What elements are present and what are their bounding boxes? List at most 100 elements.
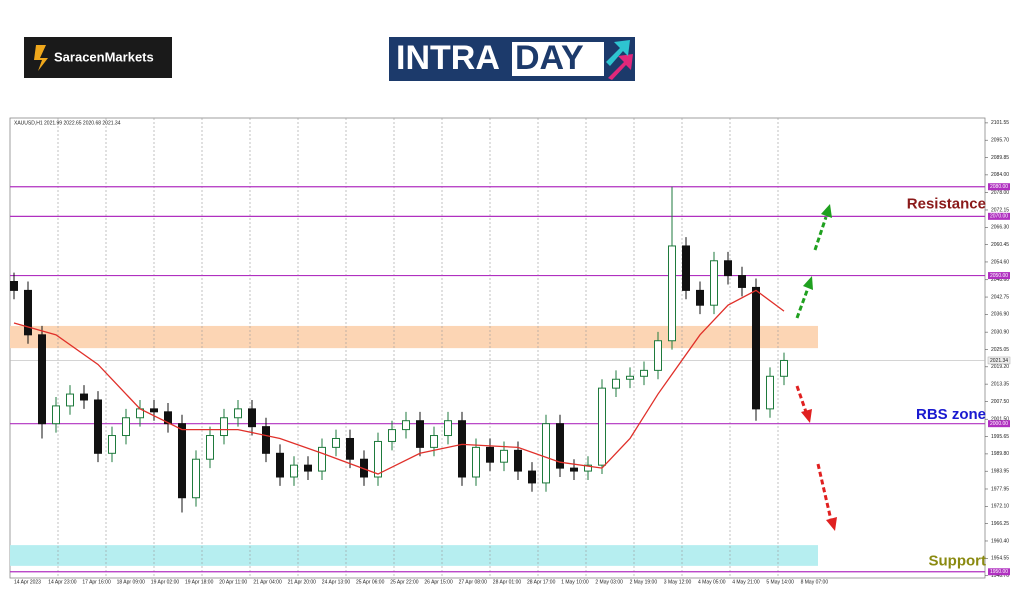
x-tick-label: 28 Apr 01:00 <box>493 579 522 585</box>
candle-body <box>696 289 704 306</box>
annotation: RBS zone <box>916 406 986 423</box>
x-tick-label: 4 May 05:00 <box>698 579 726 585</box>
candle-body <box>332 437 340 448</box>
arrow <box>795 287 810 319</box>
x-tick-label: 18 Apr 09:00 <box>117 579 146 585</box>
brand-logo <box>24 37 172 78</box>
candle-body <box>206 435 214 460</box>
candle-body <box>164 411 172 425</box>
candle-body <box>290 464 298 478</box>
level-tag <box>988 212 1010 220</box>
x-tick-label: 2 May 03:00 <box>595 579 623 585</box>
candle-body <box>542 423 550 484</box>
candle-body <box>500 449 508 463</box>
y-tick-label: 2066.30 <box>991 225 1009 231</box>
candle-body <box>38 334 46 425</box>
x-tick-label: 17 Apr 16:00 <box>82 579 111 585</box>
x-tick-label: 20 Apr 11:00 <box>219 579 247 585</box>
y-tick-label: 2019.20 <box>991 364 1009 370</box>
level-tag <box>988 183 1010 191</box>
y-tick-label: 1966.25 <box>991 521 1009 527</box>
level-label: 1950.00 <box>990 569 1008 575</box>
x-tick-label: 25 Apr 06:00 <box>356 579 385 585</box>
banner-arrow <box>606 40 630 66</box>
candle-body <box>94 399 102 454</box>
x-tick-label: 24 Apr 13:00 <box>322 579 351 585</box>
x-tick-label: 21 Apr 04:00 <box>253 579 282 585</box>
current-tag <box>987 356 1011 365</box>
candle-body <box>220 417 228 437</box>
y-tick-label: 2095.70 <box>991 138 1009 144</box>
banner-box <box>512 42 604 76</box>
y-tick-label: 2048.60 <box>991 277 1009 283</box>
candle-body <box>738 275 746 288</box>
y-tick-label: 2084.00 <box>991 172 1009 178</box>
candle-body <box>626 375 634 380</box>
chart-header: XAUUSD,H1 2021.99 2022.65 2020.68 2021.3… <box>14 120 121 126</box>
x-tick-label: 14 Apr 23:00 <box>48 579 77 585</box>
y-tick-label: 2042.75 <box>991 294 1009 300</box>
x-tick-label: 4 May 21:00 <box>732 579 760 585</box>
candle-body <box>248 408 256 428</box>
candle-body <box>682 245 690 291</box>
candle-body <box>486 446 494 463</box>
candle-body <box>710 260 718 306</box>
candle-body <box>108 435 116 454</box>
candle-body <box>388 429 396 442</box>
candle-body <box>668 245 676 342</box>
y-tick-label: 1995.65 <box>991 434 1009 440</box>
level-label: 2000.00 <box>990 421 1008 427</box>
candle-body <box>584 464 592 472</box>
candle-body <box>444 420 452 437</box>
candle-body <box>66 393 74 407</box>
y-tick-label: 2101.55 <box>991 120 1009 126</box>
y-tick-label: 2025.05 <box>991 347 1009 353</box>
candle-body <box>304 464 312 472</box>
x-tick-label: 19 Apr 18:00 <box>185 579 214 585</box>
candle-body <box>178 423 186 499</box>
y-tick-label: 2030.90 <box>991 329 1009 335</box>
x-tick-label: 5 May 14:00 <box>766 579 794 585</box>
candle-body <box>724 260 732 277</box>
candle-body <box>556 423 564 469</box>
y-tick-label: 1954.55 <box>991 556 1009 562</box>
x-tick-label: 8 May 07:00 <box>801 579 829 585</box>
level-label: 2080.00 <box>990 184 1008 190</box>
x-tick-label: 14 Apr 2023 <box>14 579 41 585</box>
candle-body <box>514 449 522 472</box>
candle-body <box>234 408 242 419</box>
candle-body <box>192 458 200 499</box>
candle-body <box>612 378 620 389</box>
arrow <box>816 463 833 521</box>
arrowhead <box>803 276 813 290</box>
y-tick-label: 2036.90 <box>991 312 1009 318</box>
banner-right: DAY <box>515 39 584 77</box>
x-tick-label: 1 May 10:00 <box>561 579 589 585</box>
x-tick-label: 27 Apr 08:00 <box>459 579 488 585</box>
y-tick-label: 2089.85 <box>991 155 1009 161</box>
annotation: Resistance <box>907 195 986 212</box>
level-tag <box>988 272 1010 280</box>
candle-body <box>10 281 18 291</box>
candle-body <box>598 387 606 466</box>
y-tick-label: 2060.45 <box>991 242 1009 248</box>
chart: 14 Apr 2023 14 Apr 23:00 17 Apr 16:00 18 Ap… <box>10 118 1011 585</box>
candle-body <box>122 417 130 437</box>
y-tick-label: 1960.40 <box>991 538 1009 544</box>
candle-body <box>416 420 424 448</box>
candle-body <box>528 470 536 484</box>
candle-body <box>654 340 662 371</box>
arrowhead <box>821 204 832 218</box>
candle-body <box>430 435 438 448</box>
candle-body <box>318 446 326 472</box>
arrowhead <box>826 517 837 531</box>
candle-body <box>402 420 410 431</box>
brand-name: SaracenMarkets <box>54 49 154 64</box>
y-tick-label: 2013.35 <box>991 381 1009 387</box>
brand-icon <box>34 45 48 71</box>
current-label: 2021.34 <box>990 358 1008 364</box>
banner-arrow <box>608 54 633 80</box>
moving-average <box>13 289 785 475</box>
candle-body <box>570 467 578 472</box>
